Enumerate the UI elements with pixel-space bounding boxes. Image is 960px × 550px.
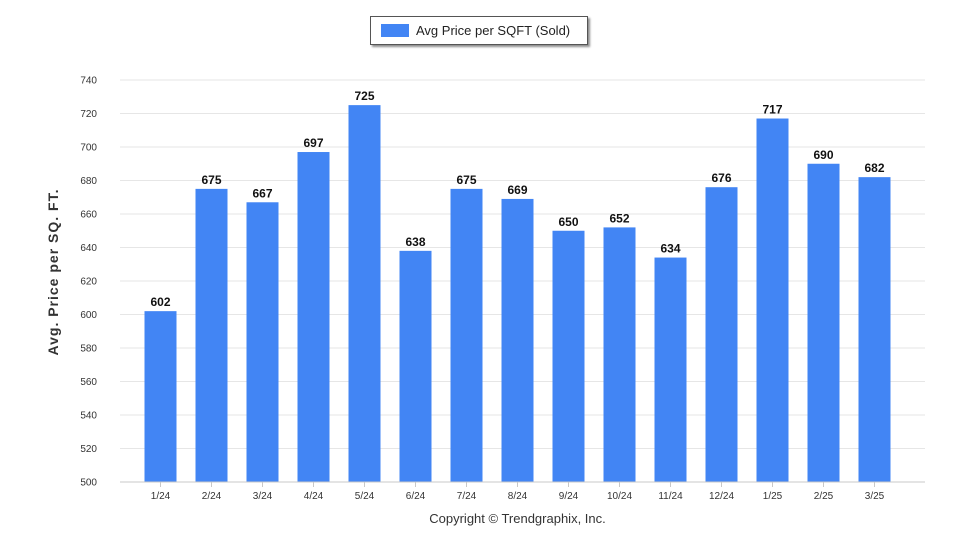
- x-tick-label: 4/24: [304, 491, 324, 502]
- data-label: 675: [456, 173, 476, 187]
- legend: Avg Price per SQFT (Sold): [370, 16, 588, 45]
- x-tick-label: 2/25: [814, 491, 834, 502]
- bar: [705, 187, 738, 482]
- data-label: 675: [201, 173, 221, 187]
- data-label: 725: [354, 89, 374, 103]
- x-tick-label: 7/24: [457, 491, 477, 502]
- x-tick-label: 2/24: [202, 491, 222, 502]
- bar: [756, 118, 789, 483]
- y-tick-label: 660: [80, 210, 97, 221]
- data-label: 634: [660, 242, 680, 256]
- x-axis-ticks: 1/24 2/24 3/24 4/24 5/24 6/24 7/24 8/24 9/24 10/2…: [151, 482, 885, 502]
- y-tick-label: 620: [80, 277, 97, 288]
- x-tick-label: 8/24: [508, 491, 528, 502]
- x-tick-label: 5/24: [355, 491, 375, 502]
- y-tick-label: 640: [80, 243, 97, 254]
- bar: [348, 105, 381, 482]
- data-label: 638: [405, 235, 425, 249]
- bar: [501, 198, 534, 483]
- data-label: 697: [303, 136, 323, 150]
- y-tick-label: 680: [80, 176, 97, 187]
- bar: [654, 257, 687, 482]
- data-label: 676: [711, 171, 731, 185]
- data-labels: 602 675 667 697 725 638 675 669 650 652 634 676 717 6…: [150, 89, 884, 309]
- y-tick-label: 560: [80, 377, 97, 388]
- bar: [603, 227, 636, 482]
- x-tick-label: 1/24: [151, 491, 171, 502]
- bar: [552, 230, 585, 482]
- bar: [858, 177, 891, 482]
- y-tick-label: 540: [80, 411, 97, 422]
- data-label: 667: [252, 186, 272, 200]
- data-label: 652: [609, 211, 629, 225]
- bar: [807, 163, 840, 482]
- y-tick-label: 720: [80, 109, 97, 120]
- y-tick-label: 580: [80, 344, 97, 355]
- x-tick-label: 6/24: [406, 491, 426, 502]
- copyright-text: Copyright © Trendgraphix, Inc.: [429, 511, 606, 526]
- legend-swatch: [381, 24, 409, 37]
- x-tick-label: 12/24: [709, 491, 734, 502]
- x-tick-label: 3/24: [253, 491, 273, 502]
- x-tick-label: 9/24: [559, 491, 579, 502]
- bar: [297, 152, 330, 482]
- x-tick-label: 10/24: [607, 491, 632, 502]
- y-tick-label: 520: [80, 444, 97, 455]
- y-tick-label: 700: [80, 143, 97, 154]
- data-label: 690: [813, 148, 833, 162]
- data-label: 682: [864, 161, 884, 175]
- bar: [195, 188, 228, 482]
- data-label: 717: [762, 103, 782, 117]
- y-tick-label: 740: [80, 76, 97, 87]
- data-label: 650: [558, 215, 578, 229]
- y-tick-label: 600: [80, 310, 97, 321]
- x-tick-label: 11/24: [658, 491, 683, 502]
- bar: [450, 188, 483, 482]
- data-label: 602: [150, 295, 170, 309]
- y-axis-label: Avg. Price per SQ. FT.: [45, 189, 61, 356]
- legend-label: Avg Price per SQFT (Sold): [416, 23, 571, 38]
- y-axis-ticks: 500 520 540 560 580 600 620 640 660 680 700 720 740: [80, 76, 97, 489]
- data-label: 669: [507, 183, 527, 197]
- bar: [246, 202, 279, 482]
- bars: [144, 105, 891, 483]
- bar: [144, 311, 177, 482]
- bar: [399, 250, 432, 482]
- y-tick-label: 500: [80, 478, 97, 489]
- x-tick-label: 1/25: [763, 491, 783, 502]
- x-tick-label: 3/25: [865, 491, 885, 502]
